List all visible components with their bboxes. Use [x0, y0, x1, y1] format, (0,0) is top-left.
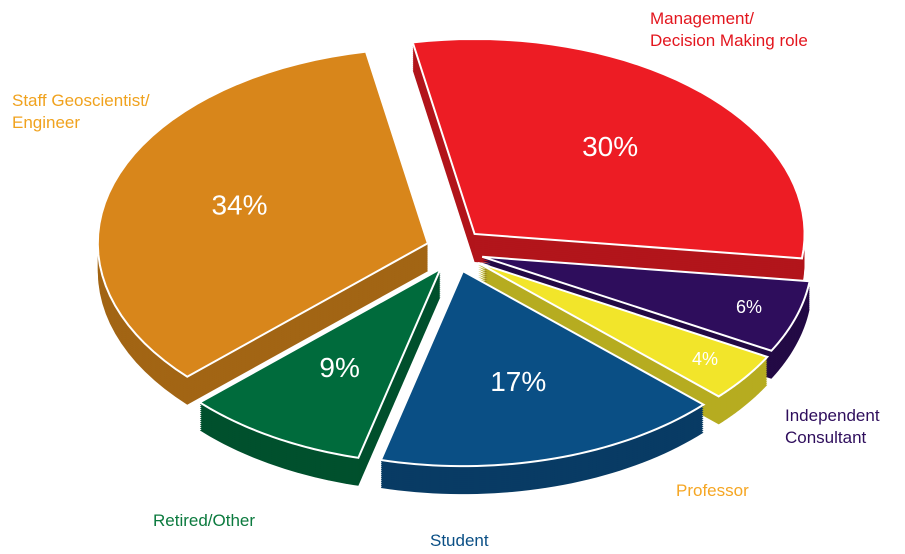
category-label: Independent Consultant: [785, 405, 880, 449]
value-label: 30%: [582, 131, 638, 162]
category-label: Management/ Decision Making role: [650, 8, 808, 52]
category-label: Student: [430, 530, 489, 552]
category-label: Professor: [676, 480, 749, 502]
category-label: Retired/Other: [153, 510, 255, 532]
value-label: 9%: [319, 352, 359, 383]
category-label: Staff Geoscientist/ Engineer: [12, 90, 150, 134]
value-label: 34%: [211, 189, 267, 220]
value-label: 4%: [692, 349, 718, 369]
pie-chart: 30% 6% 4% 17% 9% 34%: [0, 0, 905, 554]
chart: 30% 6% 4% 17% 9% 34% Management/ Decision Mak…: [0, 0, 905, 554]
value-label: 6%: [736, 297, 762, 317]
value-label: 17%: [490, 366, 546, 397]
